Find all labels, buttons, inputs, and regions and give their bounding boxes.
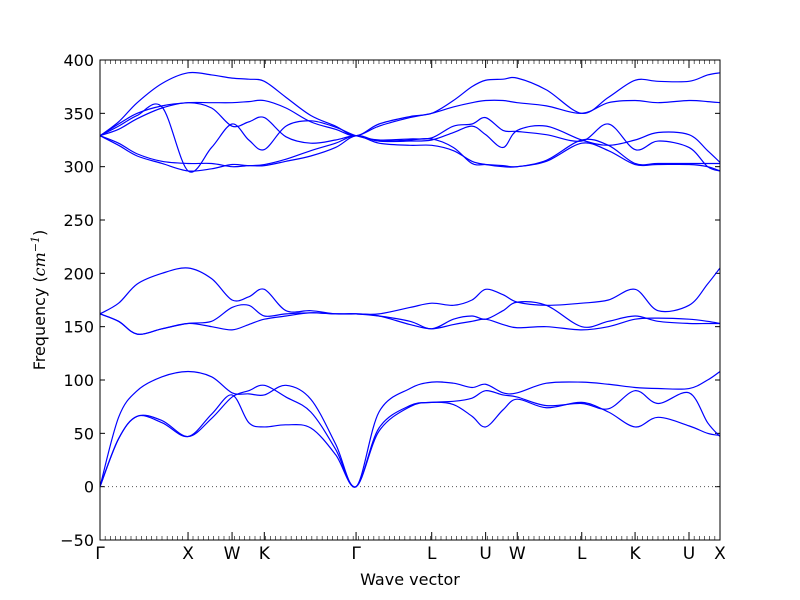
band-4 <box>99 312 721 335</box>
kpoint-label-0: Γ <box>95 544 105 564</box>
band-10 <box>99 103 721 173</box>
band-7 <box>99 135 721 172</box>
y-tick-label-9: 400 <box>63 51 94 70</box>
kpath-tick-marks <box>99 60 721 540</box>
kpoint-label-1: X <box>182 544 194 564</box>
band-5 <box>99 301 720 335</box>
band-11 <box>99 99 721 137</box>
y-tick-label-4: 150 <box>63 318 94 337</box>
band-12 <box>99 71 721 137</box>
x-axis-ticks <box>99 60 721 540</box>
y-tick-label-2: 50 <box>74 424 94 443</box>
band-2 <box>99 384 721 488</box>
band-6 <box>99 267 721 315</box>
y-tick-label-5: 200 <box>63 264 94 283</box>
band-lines <box>99 71 721 488</box>
kpoint-label-4: Γ <box>351 544 361 564</box>
kpoint-label-5: L <box>427 544 437 564</box>
y-tick-label-3: 100 <box>63 371 94 390</box>
y-axis-label-exponent: −1 <box>29 236 42 252</box>
kpoint-label-9: K <box>629 544 641 564</box>
kpoint-label-2: W <box>224 544 241 564</box>
y-tick-label-0: −50 <box>60 531 94 550</box>
y-axis-ticks <box>100 59 720 541</box>
x-axis-label: Wave vector <box>360 570 460 589</box>
y-tick-label-7: 300 <box>63 158 94 177</box>
plot-frame <box>99 59 721 541</box>
kpoint-label-7: W <box>509 544 526 564</box>
kpoint-label-6: U <box>479 544 491 564</box>
y-axis-label-unit: cm <box>30 252 49 276</box>
y-axis-label-main: Frequency ( <box>30 276 49 370</box>
y-tick-label-8: 350 <box>63 104 94 123</box>
y-tick-labels: −50 0 50 100 150 200 250 300 350 400 <box>60 51 94 550</box>
y-tick-label-6: 250 <box>63 211 94 230</box>
band-8 <box>99 135 720 168</box>
y-tick-label-1: 0 <box>84 478 94 497</box>
kpoint-label-3: K <box>259 544 271 564</box>
kpoint-label-11: X <box>714 544 726 564</box>
y-axis-label-close: ) <box>30 230 49 236</box>
band-9 <box>99 102 721 163</box>
y-axis-label: Frequency (cm−1) <box>29 230 49 371</box>
kpoint-label-10: U <box>683 544 695 564</box>
band-3 <box>99 370 721 488</box>
kpoint-label-8: L <box>577 544 587 564</box>
band-1 <box>99 394 721 488</box>
